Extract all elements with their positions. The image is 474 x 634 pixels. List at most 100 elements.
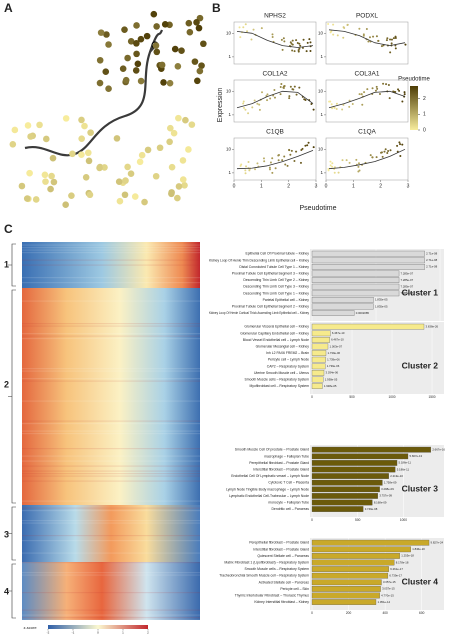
cell-dot (143, 32, 151, 40)
term-label: Activated Stellate cell – Pancreas (259, 580, 310, 584)
sample-dot (246, 30, 249, 33)
dendrogram (8, 243, 16, 287)
heatmap-noise (22, 259, 200, 261)
heatmap-noise (22, 370, 200, 372)
cell-dot (97, 29, 105, 36)
bar (311, 579, 382, 586)
cell-dot (26, 169, 33, 177)
x-tick-label: 2 (287, 183, 290, 189)
bar (311, 310, 355, 316)
term-label: macrophage – Fallopian Tube (264, 454, 309, 458)
sample-dot (247, 161, 250, 164)
pvalue-label: 8.178e-18 (396, 560, 409, 564)
x-tick-label: 2 (379, 183, 382, 189)
trend-curve (236, 31, 314, 48)
sample-dot (367, 40, 370, 43)
cell-dot (133, 50, 140, 58)
sample-dot (271, 35, 274, 38)
pvalue-label: 8.168e-09 (374, 500, 387, 504)
heatmap-noise (22, 430, 200, 432)
bar (311, 376, 324, 383)
sample-dot (355, 158, 358, 161)
term-label: Uterine Smooth Muscle cell – Uterus (254, 371, 309, 375)
sample-dot (297, 49, 300, 52)
bar (311, 290, 400, 297)
sample-dot (284, 163, 287, 166)
sample-dot (262, 157, 265, 160)
sample-dot (301, 147, 304, 150)
sample-dot (387, 83, 390, 86)
term-label: Tracheobronchial Smooth Muscle cell – Re… (219, 574, 309, 578)
term-label: Proximal Tubule Cell Epithelial Segment … (232, 271, 310, 275)
cell-dot (84, 149, 92, 157)
heatmap-noise (22, 540, 200, 542)
sample-dot (281, 159, 284, 162)
sample-dot (348, 105, 351, 108)
heatmap-noise (22, 433, 200, 435)
pvalue-label: 1.846e-20 (412, 547, 425, 551)
sample-dot (309, 50, 312, 53)
sample-dot (343, 26, 346, 29)
y-axis-label: Expression (217, 88, 224, 123)
bar (311, 356, 326, 363)
bar (311, 297, 374, 303)
cell-dot (174, 63, 182, 70)
sample-dot (239, 164, 242, 167)
sample-dot (377, 39, 380, 42)
term-label: Distal Convoluted Tubule Cell Type 1 – K… (239, 265, 309, 269)
sample-dot (385, 83, 388, 86)
panel-label: C (4, 222, 13, 236)
heatmap-noise (22, 335, 200, 337)
term-label: Smooth Muscle cells – Respiratory System (245, 377, 310, 381)
pvalue-label: 7.285e-07 (401, 291, 414, 295)
gene-title: C1QB (266, 129, 284, 136)
cell-dot (185, 19, 193, 27)
cell-dot (182, 116, 189, 124)
term-label: Pericyte cell – Skin (280, 587, 309, 591)
sample-dot (327, 169, 330, 172)
trend-curve (236, 150, 314, 170)
bar (311, 473, 389, 479)
pvalue-label: 7.285e-07 (401, 271, 414, 275)
sample-dot (292, 88, 295, 91)
heatmap-noise (22, 249, 200, 251)
cell-dot (105, 41, 112, 48)
sample-dot (394, 91, 397, 94)
cell-dot (87, 129, 94, 136)
panel-label: B (212, 1, 221, 15)
bar (311, 283, 400, 290)
y-tick-label: 10 (318, 88, 324, 93)
bar (311, 350, 327, 356)
zscore-tick-label: -2 (47, 630, 50, 634)
y-tick-label: 1 (228, 54, 231, 59)
cell-dot (78, 151, 85, 158)
term-label: Perepithelial fibroblast – Prostate Glan… (249, 541, 309, 545)
pvalue-label: 4.770e-15 (381, 593, 394, 597)
cell-dot (49, 154, 57, 162)
trend-curve (328, 29, 406, 46)
bar (311, 383, 323, 389)
sample-dot (297, 50, 300, 53)
sample-dot (288, 148, 291, 151)
sample-dot (327, 23, 330, 25)
pvalue-label: 5.667e-13 (410, 454, 423, 458)
term-label: Parietal Epithelial cell – Kidney (263, 298, 310, 302)
sample-dot (266, 93, 269, 96)
pvalue-label: 1.003e-07 (330, 344, 343, 348)
pvalue-label: 3.638e-26 (426, 325, 439, 329)
term-label: Lymph Node Tingible Body macrophage – Ly… (226, 487, 309, 491)
sample-dot (375, 156, 378, 159)
sample-dot (295, 93, 298, 96)
cell-dot (85, 157, 93, 165)
sample-dot (299, 44, 302, 47)
sample-dot (333, 171, 336, 174)
x-tick-label: 1 (260, 183, 263, 189)
x-tick-label: 1000 (388, 395, 395, 399)
pvalue-label: 6.467e-10 (332, 331, 345, 335)
bar (311, 257, 425, 264)
heatmap-noise (22, 333, 200, 335)
bar (311, 566, 389, 572)
zscore-label: z-score (23, 625, 37, 630)
pvalue-label: 1.835e-05 (375, 304, 388, 308)
bar (311, 592, 380, 599)
